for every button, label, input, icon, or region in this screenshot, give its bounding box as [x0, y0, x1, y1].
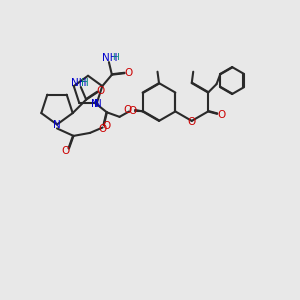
- Text: O: O: [102, 121, 110, 131]
- Text: O: O: [128, 106, 136, 116]
- Text: O: O: [217, 110, 225, 120]
- Text: O: O: [188, 117, 196, 127]
- Text: N: N: [91, 99, 98, 109]
- Text: O: O: [124, 68, 132, 78]
- Text: O: O: [98, 124, 106, 134]
- Text: O: O: [97, 85, 105, 96]
- Text: N: N: [94, 99, 102, 109]
- Text: O: O: [62, 146, 70, 157]
- Text: NH: NH: [102, 53, 117, 63]
- Text: N: N: [53, 120, 61, 130]
- Text: NH: NH: [71, 78, 86, 88]
- Text: H: H: [81, 78, 89, 88]
- Text: H: H: [112, 53, 119, 62]
- Text: O: O: [123, 105, 131, 115]
